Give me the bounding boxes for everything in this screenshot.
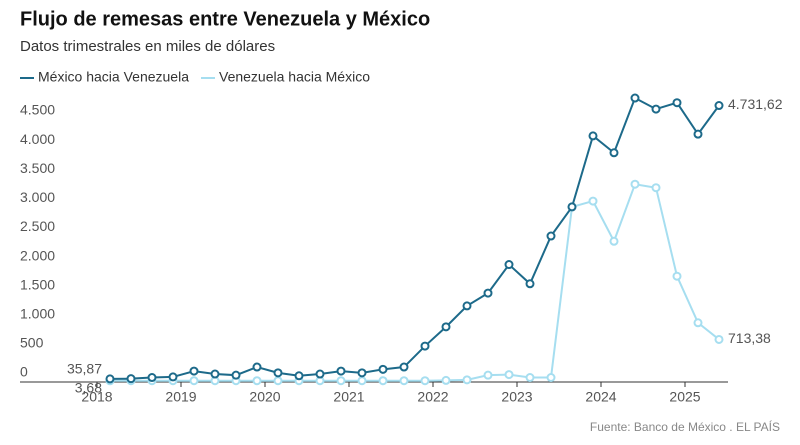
data-point <box>714 101 724 111</box>
y-tick-label: 1.500 <box>20 276 55 292</box>
data-point <box>231 370 241 380</box>
legend-label: Venezuela hacia México <box>219 69 370 85</box>
x-tick-label: 2022 <box>417 389 448 405</box>
value-label: 3,68 <box>75 379 102 395</box>
data-point <box>252 362 262 372</box>
y-tick-label: 500 <box>20 335 44 351</box>
data-point <box>252 376 262 386</box>
y-tick-label: 0 <box>20 364 28 380</box>
data-point <box>168 372 178 382</box>
y-tick-label: 4.500 <box>20 102 55 118</box>
chart-subtitle: Datos trimestrales en miles de dólares <box>20 38 275 55</box>
data-point <box>609 236 619 246</box>
y-tick-label: 3.000 <box>20 189 55 205</box>
data-point <box>504 260 514 270</box>
data-point <box>672 271 682 281</box>
data-point <box>126 374 136 384</box>
data-point <box>567 202 577 212</box>
data-point <box>651 104 661 114</box>
source: Fuente: Banco de México . EL PAÍS <box>590 419 780 434</box>
data-point <box>336 366 346 376</box>
data-point <box>483 370 493 380</box>
value-label: 713,38 <box>728 330 771 346</box>
x-tick-label: 2024 <box>585 389 616 405</box>
data-point <box>546 231 556 241</box>
data-point <box>693 318 703 328</box>
data-point <box>399 362 409 372</box>
data-point <box>273 368 283 378</box>
data-point <box>105 374 115 384</box>
data-point <box>294 371 304 381</box>
data-point <box>399 376 409 386</box>
data-point <box>588 196 598 206</box>
data-point <box>630 93 640 103</box>
x-tick-label: 2021 <box>333 389 364 405</box>
x-tick-label: 2018 <box>81 389 112 405</box>
data-point <box>525 373 535 383</box>
chart-title: Flujo de remesas entre Venezuela y Méxic… <box>20 8 430 30</box>
y-tick-label: 2.000 <box>20 247 55 263</box>
series-line <box>109 183 720 382</box>
y-tick-label: 1.000 <box>20 305 55 321</box>
y-tick-label: 4.000 <box>20 131 55 147</box>
data-point <box>714 334 724 344</box>
x-tick-label: 2025 <box>669 389 700 405</box>
data-point <box>357 376 367 386</box>
data-point <box>420 376 430 386</box>
x-tick-label: 2023 <box>501 389 532 405</box>
data-point <box>273 376 283 386</box>
data-point <box>357 368 367 378</box>
data-point <box>189 376 199 386</box>
data-point <box>693 129 703 139</box>
value-label: 4.731,62 <box>728 96 783 112</box>
y-tick-label: 2.500 <box>20 218 55 234</box>
data-point <box>315 369 325 379</box>
data-point <box>609 148 619 158</box>
data-point <box>420 341 430 351</box>
data-point <box>651 183 661 193</box>
data-point <box>147 373 157 383</box>
x-tick-label: 2019 <box>165 389 196 405</box>
data-point <box>546 373 556 383</box>
series-line <box>109 96 720 380</box>
data-point <box>336 376 346 386</box>
data-point <box>462 375 472 385</box>
data-point <box>462 301 472 311</box>
data-point <box>210 369 220 379</box>
data-point <box>483 288 493 298</box>
data-point <box>378 376 388 386</box>
data-point <box>504 370 514 380</box>
data-point <box>441 322 451 332</box>
value-label: 35,87 <box>67 361 102 377</box>
data-point <box>672 98 682 108</box>
x-tick-label: 2020 <box>249 389 280 405</box>
data-point <box>588 131 598 141</box>
data-point <box>630 179 640 189</box>
data-point <box>525 279 535 289</box>
y-tick-label: 3.500 <box>20 160 55 176</box>
data-point <box>189 366 199 376</box>
legend-label: México hacia Venezuela <box>38 69 189 85</box>
data-point <box>378 364 388 374</box>
data-point <box>441 375 451 385</box>
